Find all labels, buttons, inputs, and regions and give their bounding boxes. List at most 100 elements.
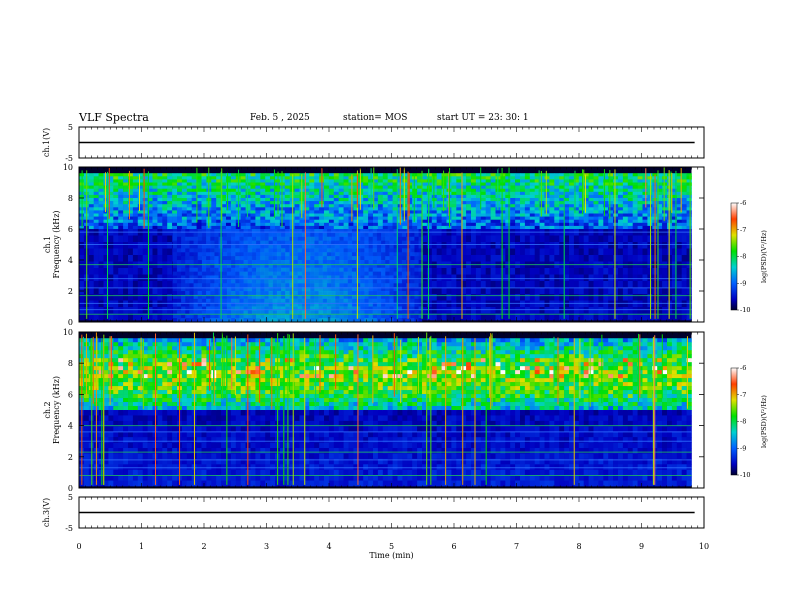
pixel: [142, 201, 148, 205]
pixel: [196, 213, 202, 217]
pixel: [260, 267, 265, 272]
pixel: [294, 201, 300, 205]
pixel: [172, 279, 178, 284]
pixel: [593, 216, 599, 220]
pixel: [456, 179, 462, 183]
pixel: [382, 204, 388, 208]
pixel: [441, 268, 447, 275]
pixel: [235, 318, 240, 323]
pixel: [294, 213, 300, 217]
pixel: [88, 313, 94, 321]
pixel: [681, 307, 687, 314]
pixel: [152, 268, 158, 275]
pixel: [524, 294, 531, 301]
pixel: [671, 194, 678, 199]
pixel: [118, 225, 124, 230]
pixel: [268, 314, 274, 319]
pixel: [363, 213, 369, 217]
pixel: [495, 294, 501, 301]
pixel: [441, 307, 447, 314]
pixel: [622, 185, 629, 189]
pixel: [593, 255, 599, 262]
pixel: [176, 248, 182, 253]
pixel: [162, 204, 168, 208]
pixel: [377, 173, 384, 177]
pixel: [152, 307, 158, 314]
pixel: [186, 219, 192, 224]
station-label: station= MOS: [343, 113, 408, 123]
pixel: [510, 179, 516, 183]
pixel: [583, 235, 589, 243]
pixel: [221, 185, 227, 189]
pixel: [322, 291, 328, 296]
pixel: [426, 191, 433, 196]
pixel: [339, 256, 344, 261]
pixel: [544, 188, 550, 193]
pixel: [662, 222, 668, 227]
pixel: [128, 194, 134, 199]
pixel: [662, 201, 668, 205]
pixel: [214, 267, 219, 272]
pixel: [113, 201, 119, 205]
pixel: [113, 274, 119, 282]
pixel: [260, 232, 265, 238]
pixel: [510, 216, 516, 220]
pixel: [310, 271, 315, 276]
pixel: [426, 201, 433, 205]
pixel: [608, 188, 614, 193]
pixel: [197, 256, 203, 261]
pixel: [142, 222, 148, 227]
pixel: [461, 204, 467, 208]
pixel: [642, 281, 648, 288]
pixel: [686, 194, 692, 199]
pixel: [167, 313, 173, 321]
pixel: [88, 198, 94, 202]
pixel: [475, 268, 482, 275]
pixel: [377, 222, 384, 227]
pixel: [520, 216, 526, 220]
pixel: [676, 179, 682, 183]
pixel: [103, 191, 109, 196]
pixel: [281, 263, 286, 269]
pixel: [564, 204, 570, 208]
pixel: [554, 242, 560, 249]
pixel: [348, 225, 354, 230]
pixel: [534, 235, 540, 243]
pixel: [583, 176, 589, 180]
pixel: [93, 204, 99, 208]
pixel: [293, 287, 299, 292]
pixel: [500, 222, 506, 227]
pixel: [490, 287, 496, 295]
pixel: [328, 222, 335, 227]
pixel: [289, 260, 294, 265]
pixel: [322, 263, 328, 269]
pixel: [118, 281, 124, 288]
pixel: [281, 302, 286, 307]
pixel: [471, 201, 477, 205]
pixel: [314, 275, 319, 280]
pixel: [132, 188, 139, 193]
pixel: [588, 188, 594, 193]
pixel: [515, 313, 521, 321]
pixel: [573, 313, 580, 321]
pixel: [318, 287, 324, 292]
pixel: [475, 188, 482, 193]
pixel: [608, 225, 614, 230]
pixel: [221, 191, 227, 196]
pixel: [297, 294, 303, 300]
pixel: [569, 185, 575, 189]
pixel: [627, 287, 633, 295]
pixel: [251, 298, 257, 303]
pixel: [318, 306, 324, 311]
pixel: [276, 260, 282, 265]
pixel: [475, 274, 482, 282]
pixel: [520, 207, 526, 211]
pixel: [301, 287, 307, 292]
pixel: [176, 263, 182, 269]
pixel: [456, 225, 462, 230]
pixel: [216, 213, 222, 217]
pixel: [196, 216, 202, 220]
pixel: [128, 201, 134, 205]
pixel: [564, 188, 570, 193]
pixel: [392, 207, 398, 211]
